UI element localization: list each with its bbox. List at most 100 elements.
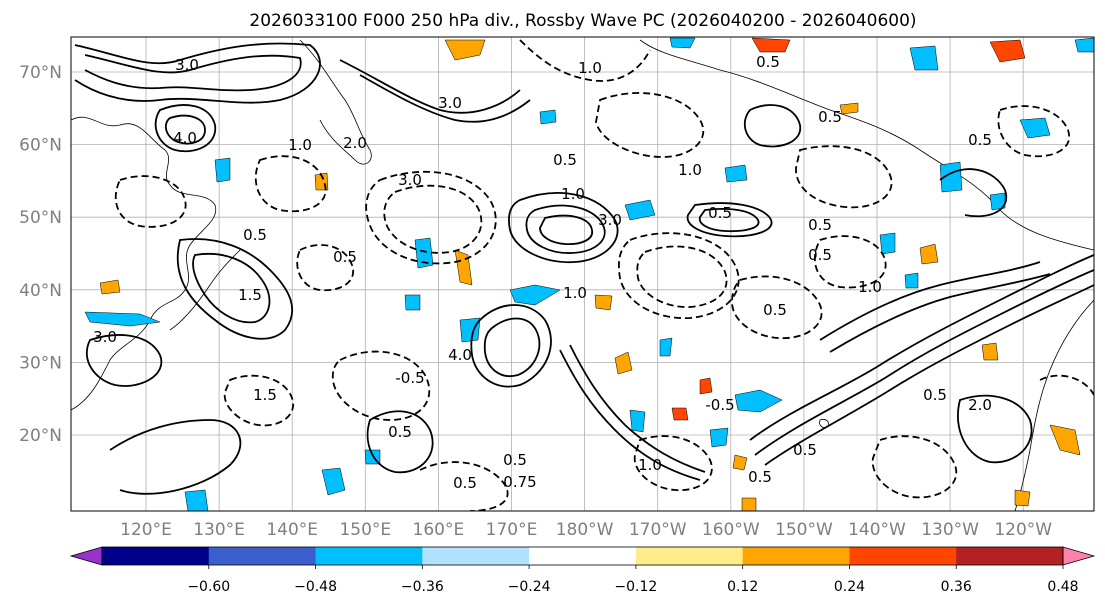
contour-value-label: -0.5 <box>395 369 424 387</box>
negative-contour <box>331 350 431 421</box>
coastline-asia <box>71 116 217 411</box>
colorbar-segment <box>102 547 210 565</box>
negative-divergence-patch <box>659 337 673 357</box>
positive-contour <box>754 269 1094 456</box>
contour-value-label: 1.0 <box>678 161 702 179</box>
positive-contour <box>176 238 294 340</box>
positive-divergence-patch <box>919 243 939 265</box>
contour-value-label: 1.5 <box>253 386 277 404</box>
contour-value-label: 3.0 <box>93 328 117 346</box>
contour-value-label: 0.75 <box>503 473 536 491</box>
latitude-tick-label: 70°N <box>19 63 62 83</box>
colorbar-segment <box>849 547 957 565</box>
negative-divergence-patch <box>184 489 209 511</box>
longitude-tick-label: 150°W <box>775 520 833 540</box>
positive-contour <box>686 202 773 238</box>
longitude-axis: 120°E 130°E 140°E 150°E 160°E 170°E 180°W 170°W… <box>120 520 1052 540</box>
contour-value-label: 0.5 <box>708 204 732 222</box>
negative-divergence-patch <box>939 161 963 193</box>
negative-divergence-patch <box>624 199 656 221</box>
coastline-north-america <box>1014 299 1094 511</box>
colorbar-segment <box>422 547 530 565</box>
colorbar: −0.60 −0.48 −0.36 −0.24 −0.12 0.12 0.24 0.36 0.4… <box>69 546 1096 595</box>
longitude-tick-label: 140°W <box>848 520 906 540</box>
longitude-tick-label: 130°W <box>921 520 979 540</box>
colorbar-tick-label: −0.12 <box>614 579 657 595</box>
longitude-tick-label: 160°W <box>702 520 760 540</box>
colorbar-tick-label: −0.60 <box>187 579 230 595</box>
contour-value-label: 1.0 <box>561 185 585 203</box>
longitude-tick-label: 180°W <box>556 520 614 540</box>
contour-value-label: 0.5 <box>388 423 412 441</box>
contour-value-label: 1.0 <box>288 136 312 154</box>
contour-value-label: 0.5 <box>808 246 832 264</box>
longitude-tick-label: 130°E <box>193 520 245 540</box>
colorbar-segment <box>956 547 1064 565</box>
positive-contour <box>154 104 216 153</box>
positive-contour <box>939 168 1008 218</box>
coastline-alaska <box>639 39 1094 251</box>
negative-divergence-patch <box>404 294 421 311</box>
contour-value-label: 0.5 <box>808 216 832 234</box>
positive-contour <box>192 253 271 324</box>
positive-divergence-patch <box>614 351 633 375</box>
negative-divergence-patch <box>1074 37 1094 53</box>
positive-contour <box>74 42 321 104</box>
colorbar-tick-label: −0.48 <box>294 579 337 595</box>
contour-value-label: 0.5 <box>756 53 780 71</box>
longitude-tick-label: 120°E <box>120 520 172 540</box>
positive-contour <box>749 254 1094 441</box>
positive-contour <box>743 104 801 148</box>
contour-value-label: 1.0 <box>638 456 662 474</box>
negative-divergence-patch <box>84 311 161 327</box>
longitude-tick-label: 170°E <box>486 520 538 540</box>
contour-value-label: 0.5 <box>763 301 787 319</box>
map-panel: 3.0 1.0 0.5 3.0 2.0 0.5 1.0 0.5 0.5 4.0 3.0 1.0 0.5 3… <box>70 36 1095 512</box>
positive-divergence-patch <box>981 342 999 361</box>
contour-value-label: 1.0 <box>858 278 882 296</box>
colorbar-tick-label: −0.24 <box>508 579 551 595</box>
negative-contour <box>731 275 823 339</box>
coastline-japan <box>169 249 241 331</box>
negative-contour <box>383 184 483 254</box>
negative-contour <box>114 175 187 228</box>
positive-divergence-patch <box>444 39 486 61</box>
positive-contour <box>109 419 242 495</box>
negative-contour <box>254 155 327 213</box>
longitude-tick-label: 120°W <box>994 520 1052 540</box>
negative-divergence-patch <box>709 427 729 448</box>
positive-contour <box>539 214 593 245</box>
negative-contour <box>419 461 509 511</box>
negative-contour <box>636 245 728 308</box>
graticule <box>71 37 1094 511</box>
negative-divergence-patch <box>734 389 783 413</box>
negative-contour <box>795 145 893 209</box>
colorbar-segment <box>635 547 744 565</box>
negative-divergence-patch <box>909 45 939 71</box>
colorbar-tick-label: 0.48 <box>1047 579 1078 595</box>
contour-value-label: 0.5 <box>243 226 267 244</box>
positive-divergence-patch <box>732 454 748 471</box>
positive-contour <box>507 192 619 264</box>
positive-divergence-patch <box>1014 489 1031 507</box>
contour-value-label: 3.0 <box>598 211 622 229</box>
positive-divergence-patch <box>839 102 859 115</box>
positive-contour <box>698 207 760 233</box>
contour-value-label: 4.0 <box>448 346 472 364</box>
contour-value-label: 0.5 <box>793 441 817 459</box>
colorbar-extend-max <box>1062 546 1096 566</box>
map-frame <box>70 36 1095 512</box>
negative-contour <box>997 105 1071 158</box>
contour-value-label: -0.5 <box>705 396 734 414</box>
colorbar-extend-min <box>69 546 103 566</box>
positive-contour <box>829 273 1051 353</box>
contour-value-label: 4.0 <box>173 129 197 147</box>
latitude-tick-label: 60°N <box>19 136 62 156</box>
positive-contour <box>559 349 701 481</box>
positive-divergence-patch <box>751 37 791 53</box>
latitude-axis: 70°N 60°N 50°N 40°N 30°N 20°N <box>19 63 62 446</box>
negative-divergence-patch <box>629 409 646 433</box>
negative-divergence-patch <box>321 467 346 496</box>
latitude-tick-label: 50°N <box>19 208 62 228</box>
negative-divergence-patch <box>724 164 748 183</box>
